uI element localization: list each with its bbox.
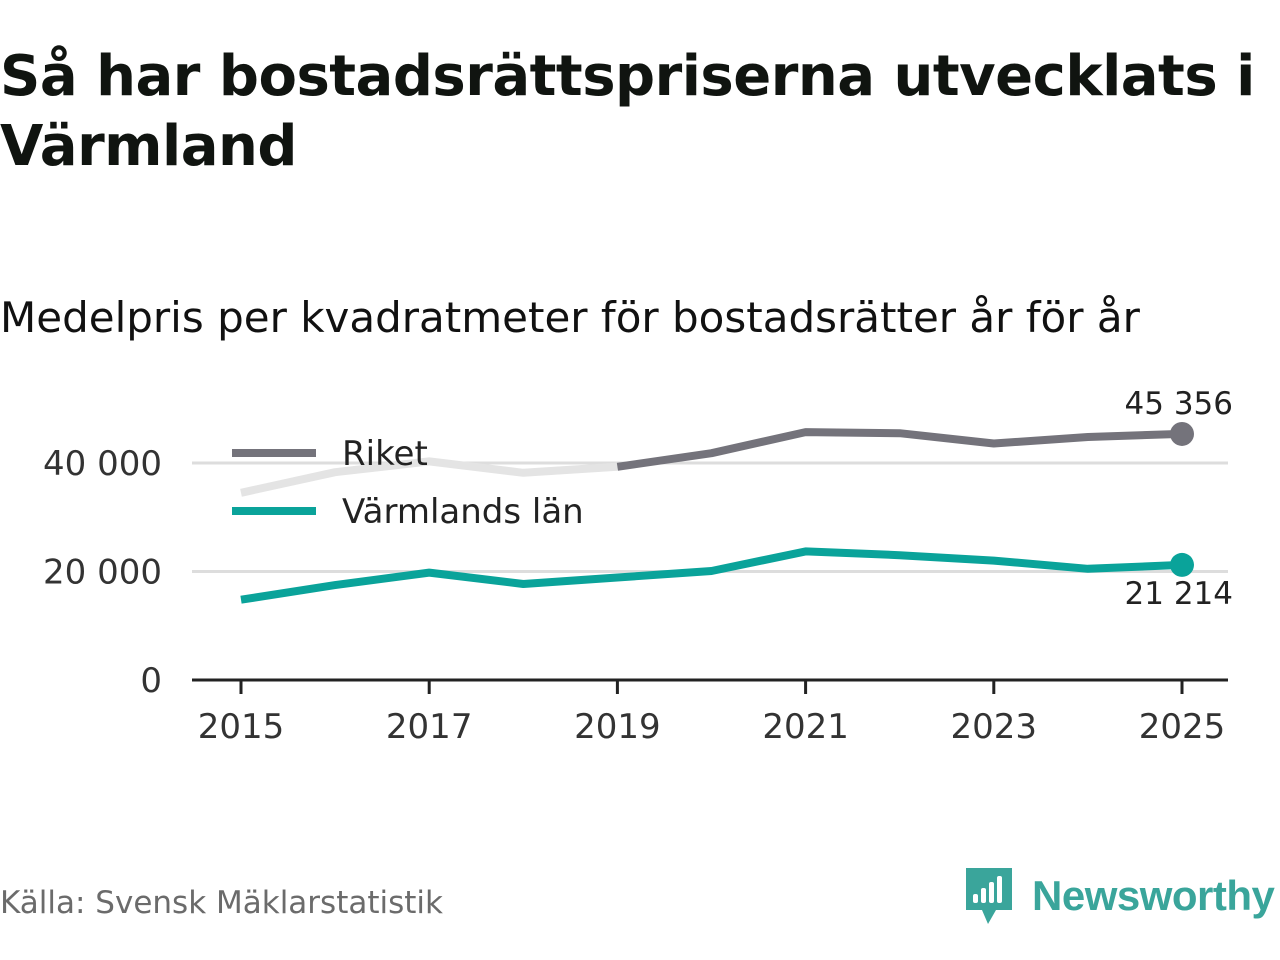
x-tick-label: 2021	[762, 707, 849, 747]
varmland-end-point	[1170, 552, 1194, 577]
source-note: Källa: Svensk Mäklarstatistik	[0, 885, 443, 921]
x-tick-label: 2015	[198, 707, 285, 747]
y-tick-label: 40 000	[43, 444, 162, 484]
axes: 0 20 000 40 000 2015 2017 2019 2021 2023 2025	[43, 444, 1228, 747]
series-lines	[240, 421, 1194, 604]
riket-line-faded	[240, 457, 618, 497]
brand-logo[interactable]: Newsworthy	[964, 866, 1275, 926]
x-tick-label: 2025	[1139, 707, 1226, 747]
legend-label-varmland: Värmlands län	[342, 492, 584, 532]
chart-subtitle: Medelpris per kvadratmeter för bostadsrä…	[0, 293, 1140, 342]
value-labels: 45 356 21 214	[1125, 386, 1233, 612]
legend: Riket Värmlands län	[232, 434, 584, 532]
riket-line	[616, 428, 1183, 471]
y-tick-label: 20 000	[43, 553, 162, 593]
varmland-end-label: 21 214	[1125, 576, 1233, 612]
newsworthy-logo-icon	[966, 868, 1012, 924]
chart-title: Så har bostadsrättspriserna utvecklats i…	[0, 44, 1255, 179]
x-tick-label: 2023	[951, 707, 1038, 747]
riket-end-label: 45 356	[1125, 386, 1233, 422]
varmland-line	[240, 547, 1183, 604]
legend-label-riket: Riket	[342, 434, 428, 474]
x-tick-label: 2019	[574, 707, 661, 747]
x-tick-label: 2017	[386, 707, 473, 747]
brand-name: Newsworthy	[1032, 872, 1275, 919]
riket-end-point	[1170, 421, 1194, 446]
y-tick-label: 0	[140, 661, 162, 701]
